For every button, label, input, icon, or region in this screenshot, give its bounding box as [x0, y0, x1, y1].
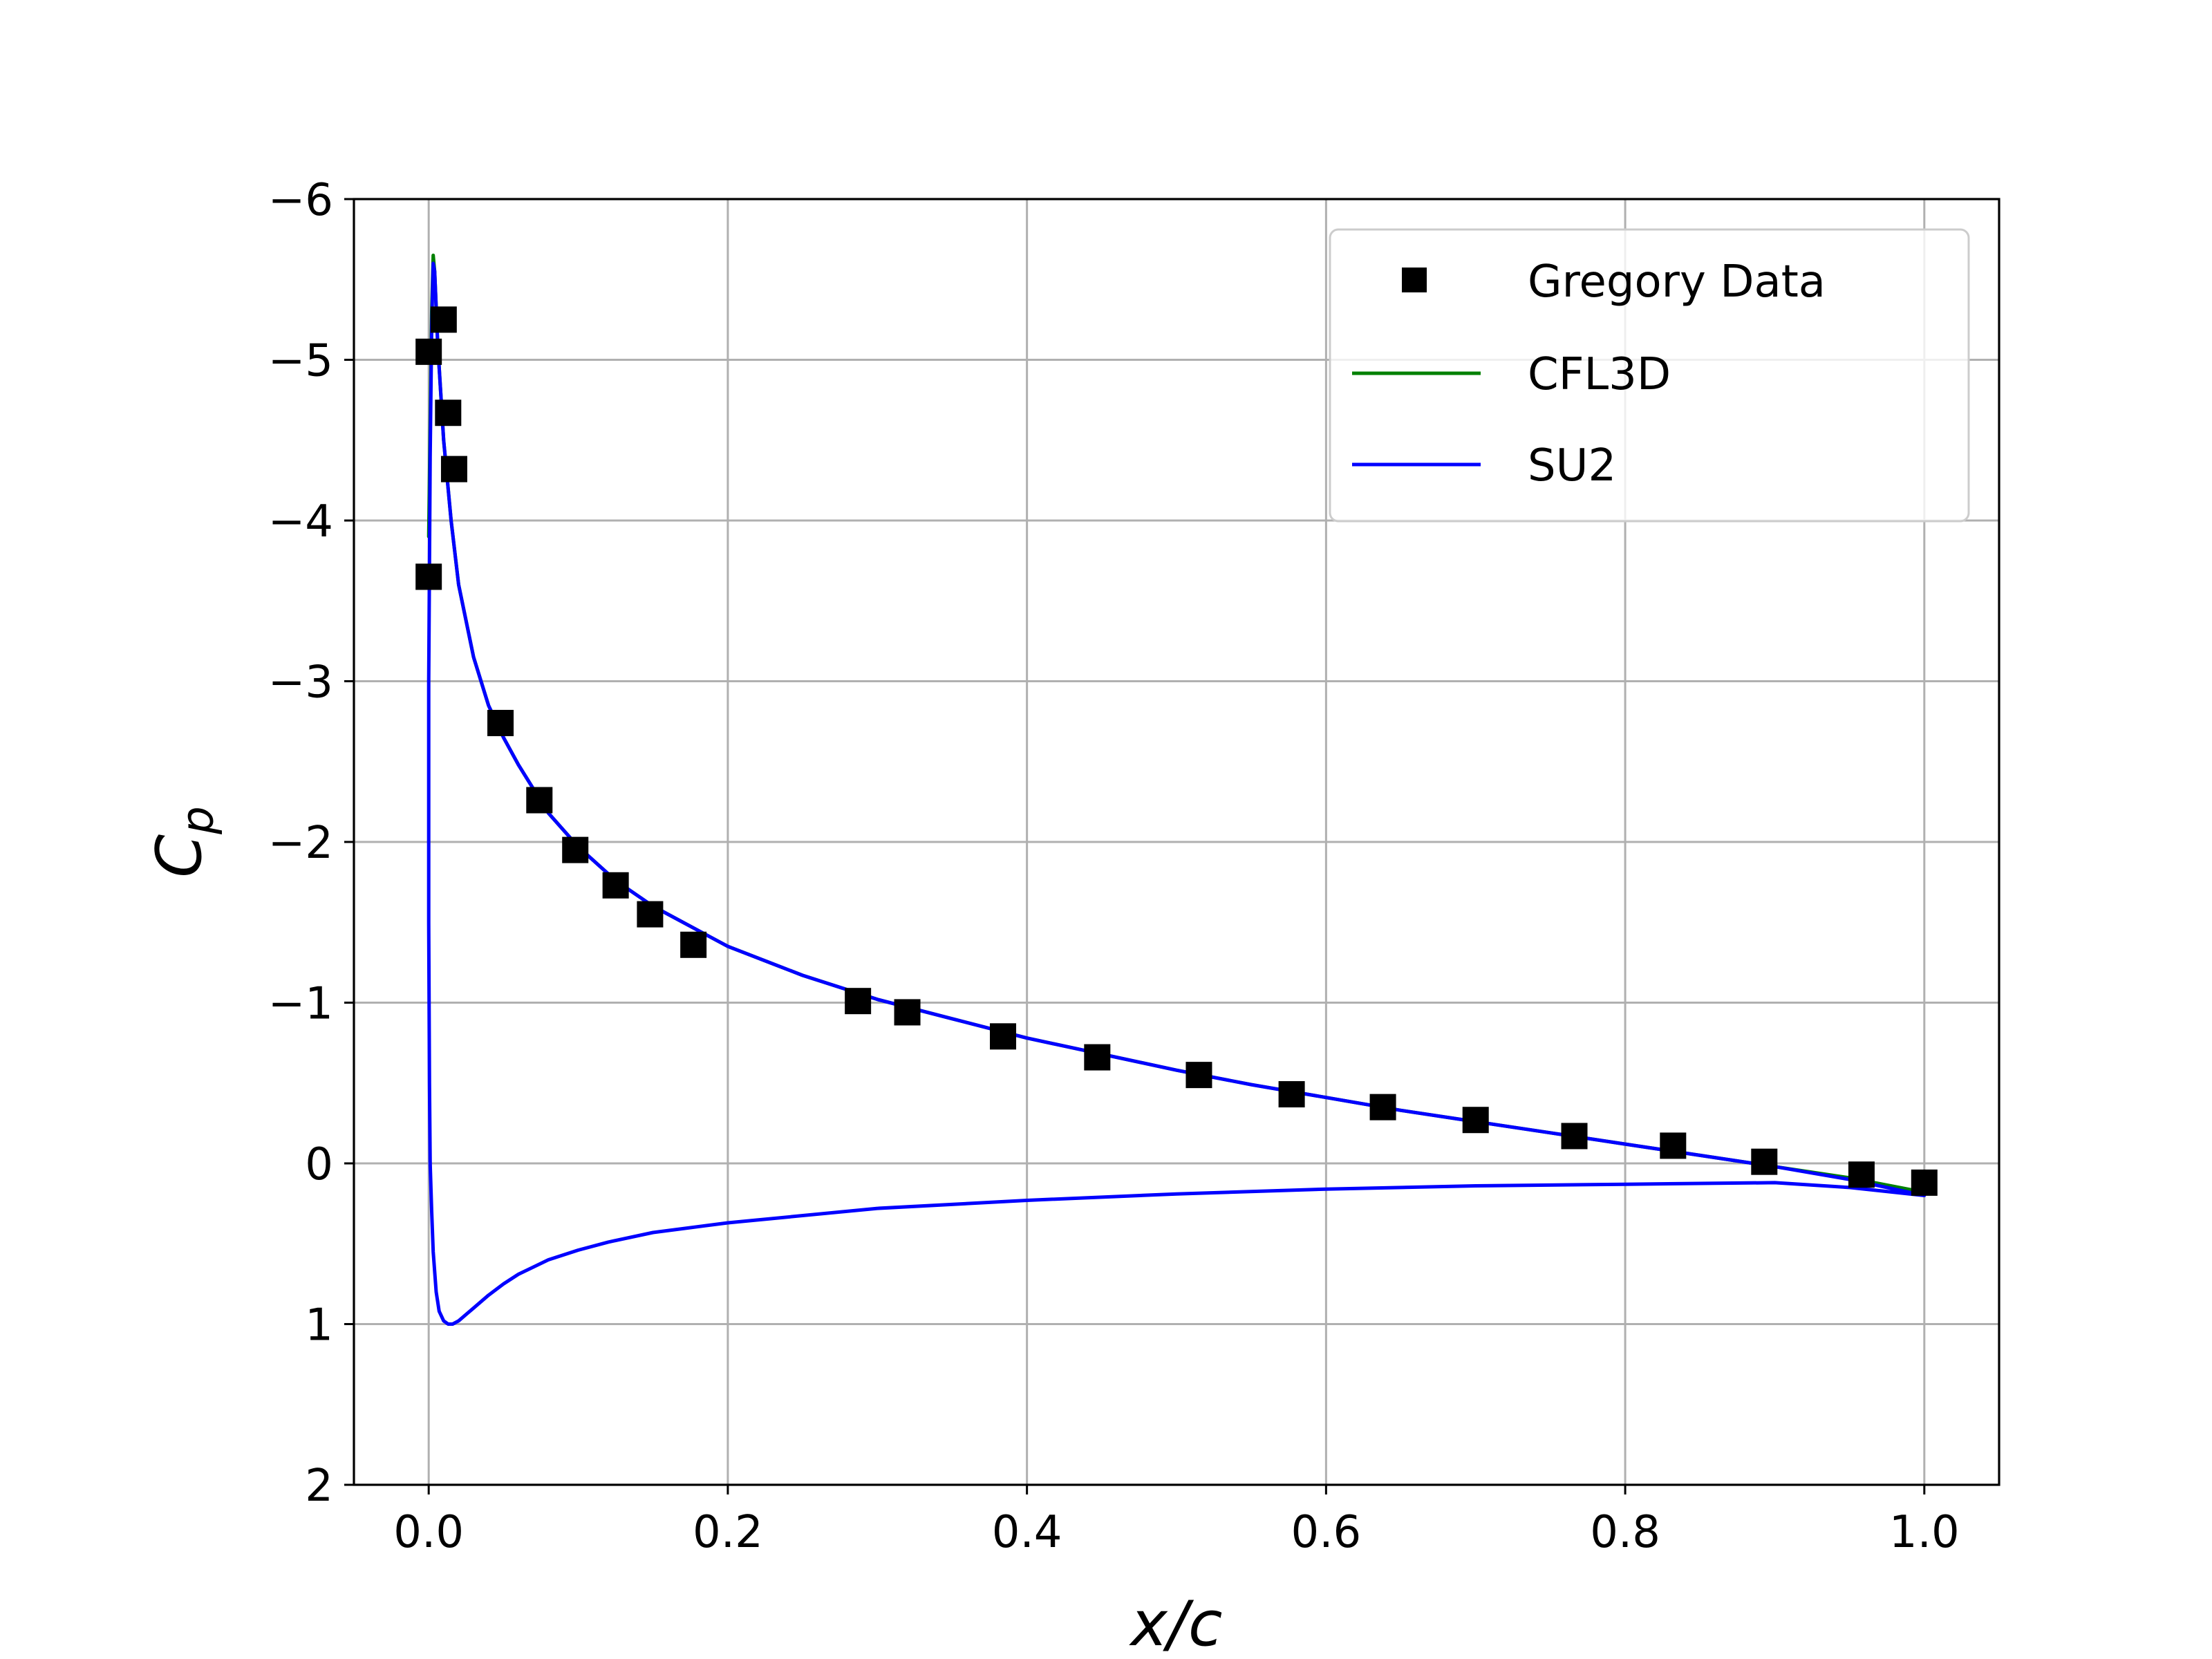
data-point-gregory-data	[894, 999, 921, 1026]
data-point-gregory-data	[1660, 1132, 1687, 1159]
y-tick-label: −5	[268, 336, 333, 387]
x-tick-label: 0.6	[1291, 1507, 1361, 1558]
data-point-gregory-data	[637, 901, 664, 928]
data-point-gregory-data	[435, 400, 462, 427]
y-tick-label: 2	[305, 1461, 333, 1512]
y-axis-title: Cp	[143, 806, 224, 877]
y-axis-ticks: −6 −5 −4 −3 −2 −1 0 1 2	[268, 175, 354, 1512]
data-point-gregory-data	[1369, 1094, 1396, 1121]
y-tick-label: 1	[305, 1300, 333, 1351]
data-point-gregory-data	[415, 338, 442, 365]
data-point-gregory-data	[1185, 1062, 1212, 1089]
x-axis-title: x/c	[1128, 1588, 1222, 1659]
y-tick-label: −2	[268, 818, 333, 869]
data-point-gregory-data	[430, 306, 457, 333]
y-tick-label: −4	[268, 496, 333, 547]
legend-marker-gregory-data	[1402, 268, 1427, 292]
legend-box	[1329, 228, 1970, 523]
legend-label-cfl3d: CFL3D	[1528, 349, 1671, 400]
data-point-gregory-data	[1462, 1107, 1489, 1134]
data-point-gregory-data	[1848, 1161, 1875, 1188]
y-axis-title-subscript: p	[173, 806, 224, 835]
y-axis-title-main: C	[143, 834, 216, 878]
data-point-gregory-data	[440, 456, 467, 482]
legend-label-gregory-data: Gregory Data	[1528, 256, 1826, 308]
data-point-gregory-data	[845, 988, 872, 1015]
data-point-gregory-data	[487, 709, 514, 736]
data-point-gregory-data	[1561, 1123, 1588, 1150]
data-point-gregory-data	[415, 563, 442, 590]
plot-series	[415, 253, 1938, 1326]
data-point-gregory-data	[602, 872, 629, 899]
x-tick-label: 0.2	[693, 1507, 763, 1558]
data-point-gregory-data	[562, 836, 589, 863]
data-point-gregory-data	[680, 931, 707, 958]
data-point-gregory-data	[1911, 1169, 1938, 1196]
legend-label-su2: SU2	[1528, 440, 1616, 491]
data-point-gregory-data	[1278, 1081, 1305, 1108]
data-point-gregory-data	[526, 787, 553, 814]
y-tick-label: −3	[268, 657, 333, 709]
data-point-gregory-data	[990, 1023, 1017, 1050]
x-axis-ticks: 0.0 0.2 0.4 0.6 0.8 1.0	[393, 1485, 1960, 1558]
x-tick-label: 0.0	[393, 1507, 464, 1558]
x-tick-label: 0.4	[992, 1507, 1062, 1558]
y-tick-label: −1	[268, 979, 333, 1030]
y-tick-label: 0	[305, 1139, 333, 1190]
series-line-su2	[427, 261, 1927, 1326]
svg-text:Cp: Cp	[143, 806, 224, 877]
legend: Gregory Data CFL3D SU2	[1329, 228, 1970, 523]
x-tick-label: 0.8	[1590, 1507, 1660, 1558]
x-tick-label: 1.0	[1889, 1507, 1960, 1558]
data-point-gregory-data	[1751, 1148, 1778, 1175]
data-point-gregory-data	[1084, 1044, 1111, 1071]
y-tick-label: −6	[268, 175, 333, 226]
